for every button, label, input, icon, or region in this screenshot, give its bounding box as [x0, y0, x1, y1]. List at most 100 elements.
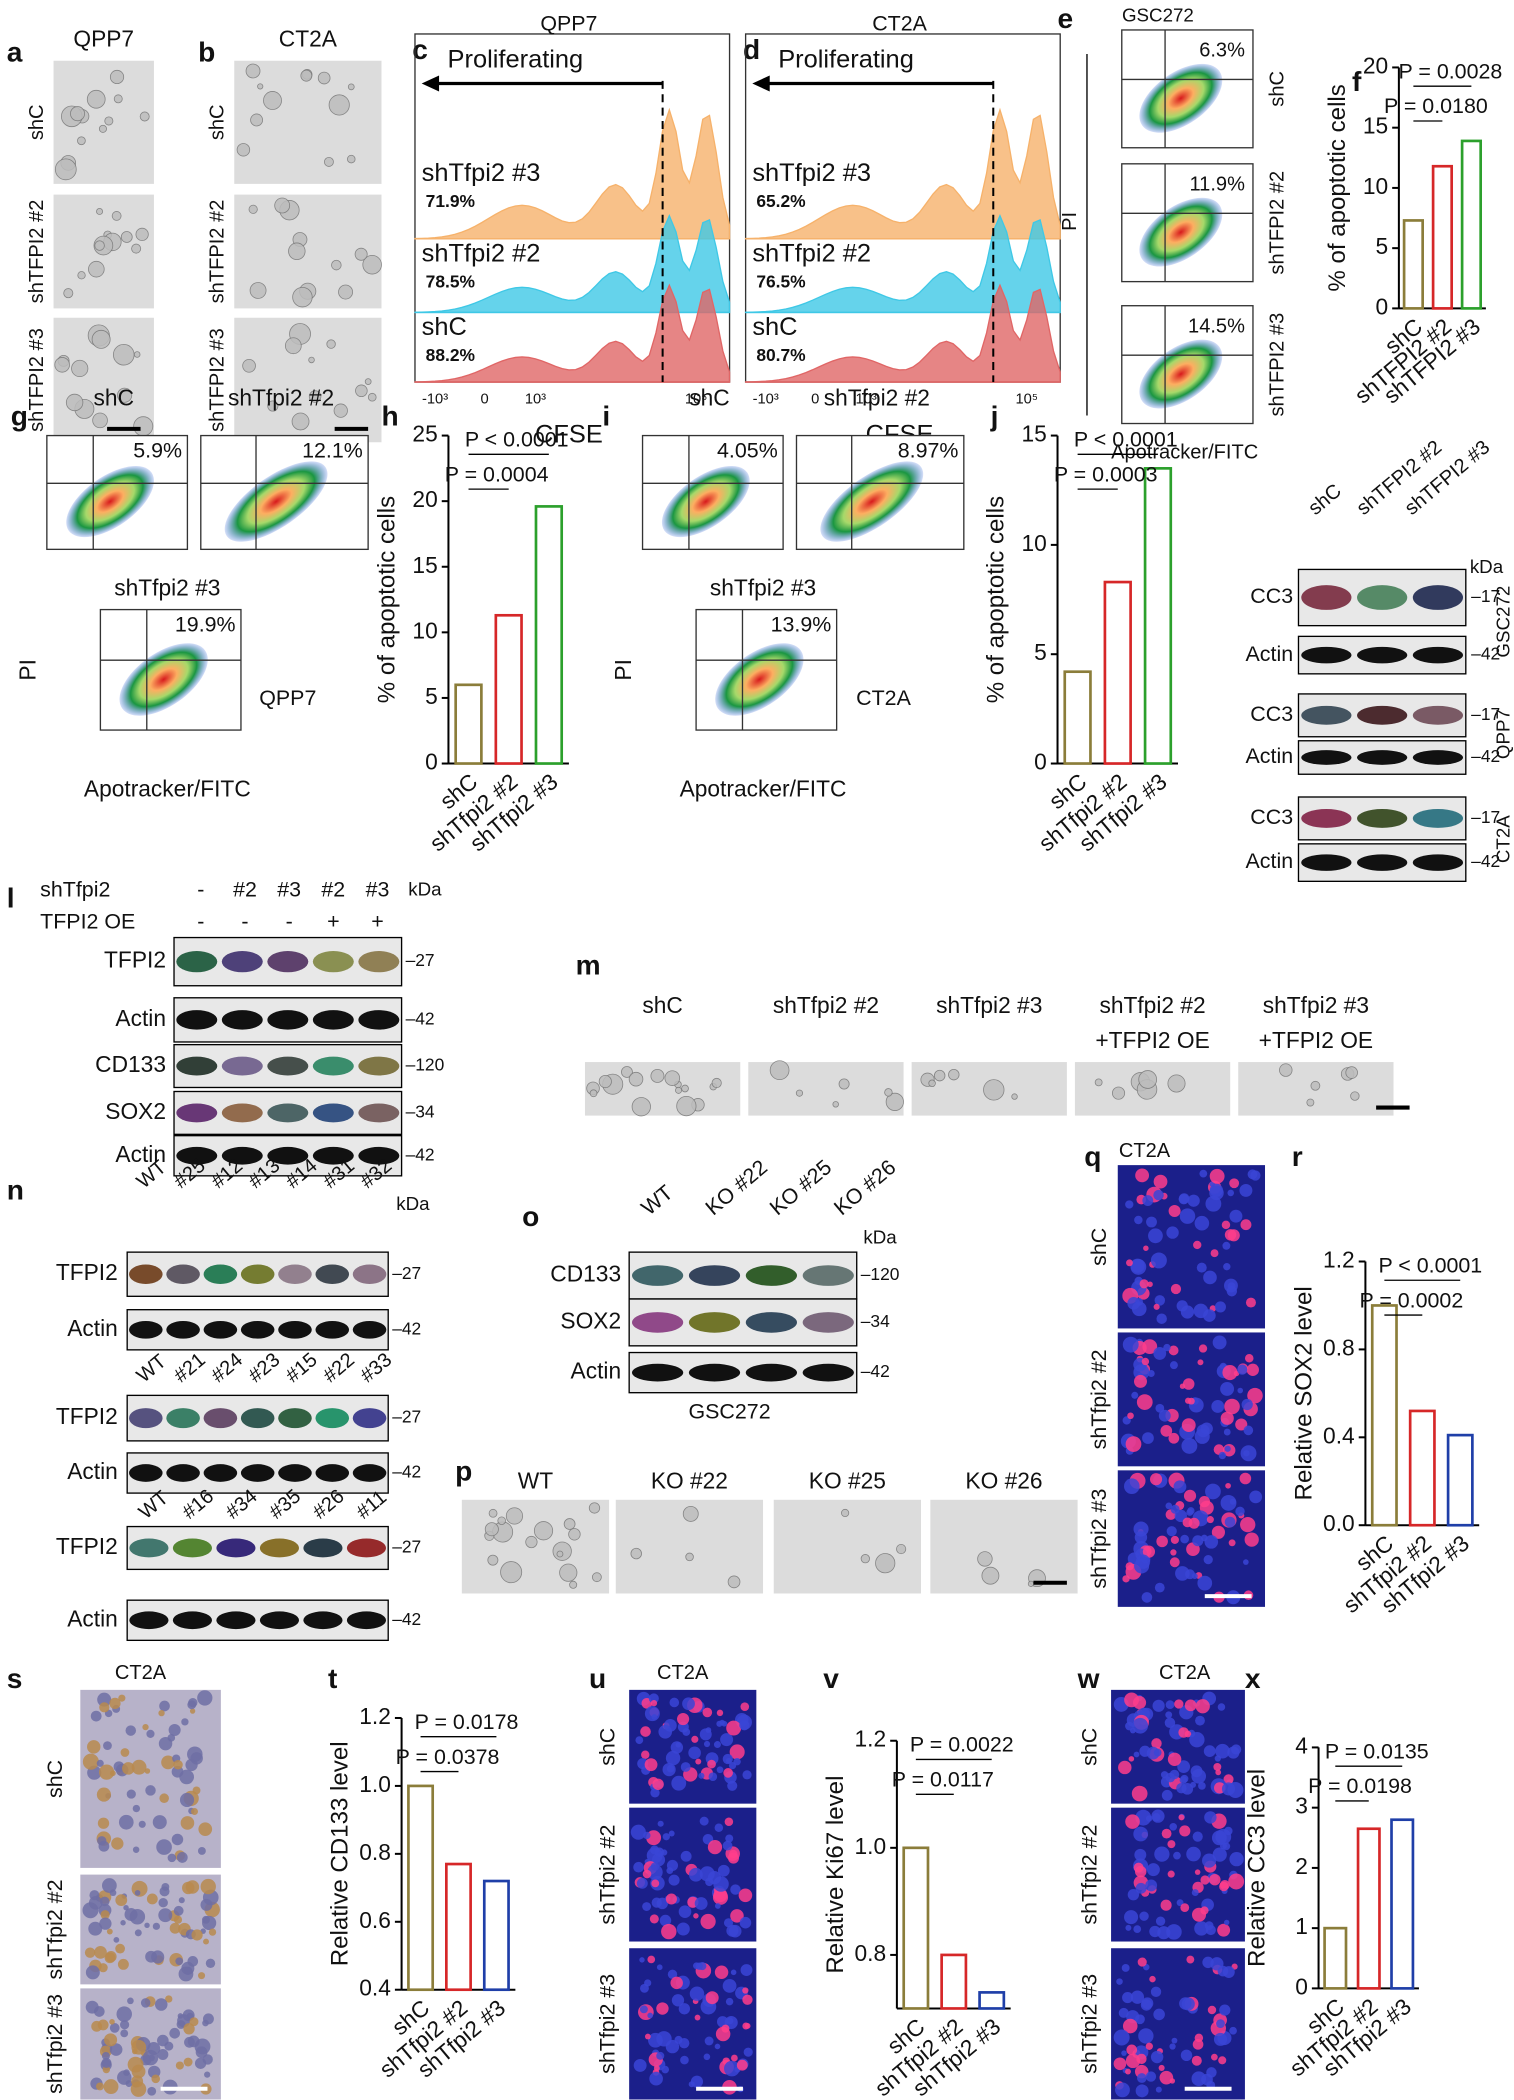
- panel-letter: j: [990, 401, 999, 432]
- cell: [205, 1958, 216, 1968]
- cell: [744, 2023, 751, 2029]
- histogram: [414, 283, 731, 383]
- cell: [1211, 1400, 1225, 1413]
- cell: [103, 1741, 112, 1750]
- label: –42: [1471, 746, 1500, 766]
- cell: [138, 1820, 146, 1828]
- cell: [189, 2017, 199, 2027]
- cell: [724, 1817, 734, 1827]
- p-value: P = 0.0003: [1054, 462, 1158, 486]
- y-tick-label: 1.2: [359, 1703, 391, 1729]
- cell: [1245, 1297, 1256, 1308]
- cell: [97, 2019, 109, 2031]
- cell: [740, 1702, 750, 1711]
- panel-letter: m: [576, 949, 601, 980]
- cell: [1215, 1769, 1222, 1776]
- cell: [1126, 2044, 1138, 2056]
- y-tick-label: 10: [1022, 530, 1047, 556]
- cell: [1219, 1881, 1229, 1892]
- cell: [671, 1775, 687, 1791]
- label: –17: [1471, 704, 1500, 724]
- panel-letter: v: [823, 1663, 839, 1694]
- cell: [731, 2054, 738, 2062]
- cell: [131, 2075, 144, 2088]
- cell: [680, 1850, 692, 1862]
- band: [632, 1363, 684, 1382]
- band: [1301, 646, 1352, 664]
- band: [221, 1146, 263, 1165]
- cell: [1209, 1183, 1224, 1197]
- cell: [111, 1837, 124, 1850]
- cell: [1145, 1879, 1158, 1892]
- cell: [1153, 1303, 1160, 1310]
- cell: [96, 1787, 111, 1802]
- cell: [1217, 1703, 1226, 1711]
- cell: [1153, 1174, 1168, 1189]
- cell: [1195, 1715, 1205, 1726]
- cell: [1198, 1782, 1206, 1790]
- label: –42: [406, 1008, 435, 1028]
- band: [1301, 854, 1352, 871]
- cell: [1127, 1888, 1140, 1901]
- cell: [86, 89, 106, 109]
- panel-letter: x: [1245, 1663, 1261, 1694]
- cell: [152, 1922, 160, 1930]
- cell: [730, 1969, 737, 1976]
- cell: [665, 2039, 680, 2054]
- cell: [739, 1916, 752, 1929]
- cell: [109, 2019, 115, 2025]
- cell: [145, 1785, 156, 1796]
- cell: [648, 1693, 659, 1704]
- band: [352, 1408, 387, 1429]
- band: [312, 1103, 354, 1123]
- cell: [1170, 1283, 1182, 1295]
- cell: [156, 1839, 172, 1855]
- cell: [656, 1964, 663, 1971]
- p-value: P = 0.0180: [1384, 94, 1488, 118]
- cell: [202, 2019, 209, 2027]
- label: 78.5%: [426, 272, 475, 292]
- cell: [161, 1755, 175, 1770]
- cell: [556, 1550, 564, 1558]
- cell: [721, 2024, 730, 2033]
- cell: [338, 284, 354, 300]
- cell: [1137, 1957, 1147, 1967]
- band: [1412, 808, 1464, 828]
- cell: [1244, 1353, 1254, 1363]
- label: shTfpi2 #2: [773, 992, 879, 1018]
- label: shTfpi2 #3: [1078, 1974, 1102, 2074]
- band: [240, 1264, 275, 1284]
- label: +TFPI2 OE: [1095, 1027, 1209, 1053]
- cell: [1111, 1086, 1126, 1100]
- flow-density: [820, 461, 924, 542]
- cell: [1147, 1369, 1155, 1377]
- band: [240, 1320, 275, 1339]
- cell: [714, 2043, 721, 2050]
- cell: [682, 1728, 691, 1736]
- cell: [1126, 1259, 1133, 1267]
- cell: [1191, 2071, 1207, 2086]
- cell: [665, 1750, 681, 1766]
- band: [267, 951, 309, 973]
- label: shC: [94, 384, 134, 410]
- label: –34: [861, 1311, 890, 1331]
- label: –42: [1471, 644, 1500, 664]
- cell: [726, 1720, 742, 1736]
- band: [802, 1265, 854, 1286]
- blot: [126, 1525, 389, 1571]
- cell: [694, 1897, 708, 1910]
- cell: [1131, 1391, 1139, 1399]
- cell: [71, 359, 89, 378]
- p-value: P = 0.0198: [1308, 1774, 1412, 1798]
- label: #2: [233, 877, 257, 901]
- band: [216, 1538, 256, 1558]
- cell: [1134, 1558, 1150, 1574]
- panel-letter: t: [328, 1663, 338, 1694]
- cell: [1027, 1580, 1035, 1587]
- bar: [407, 1784, 435, 1992]
- cell: [650, 1068, 665, 1083]
- cell: [165, 1995, 173, 2003]
- cell: [559, 1563, 578, 1582]
- cell: [98, 1840, 110, 1852]
